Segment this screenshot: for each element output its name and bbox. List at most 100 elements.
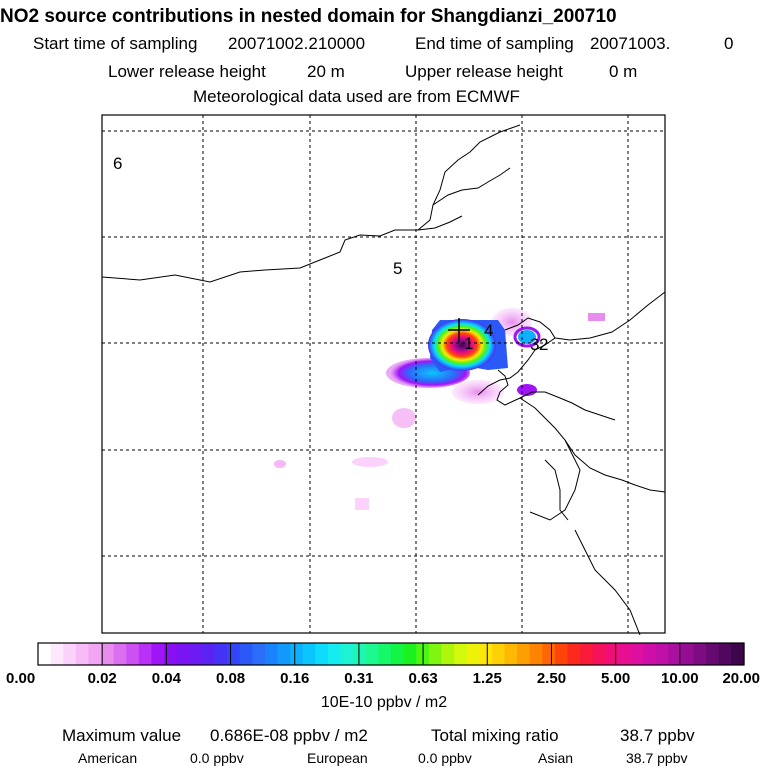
plot-frame [101,114,666,634]
upper-height-label: Upper release height [405,62,563,81]
colorbar-cell [151,643,165,665]
european-label: European [307,750,368,766]
colorbar-cell [365,643,379,665]
colorbar-unit-label: 10E-10 ppbv / m2 [321,694,447,711]
colorbar-cell [479,643,493,665]
european-value: 0.0 ppbv [418,750,472,766]
colorbar-cell [504,643,518,665]
end-time-suffix: 0 [724,34,734,53]
colorbar-cell [38,643,52,665]
colorbar-cell [252,643,266,665]
colorbar-cell [517,643,531,665]
end-time-label: End time of sampling [415,34,574,53]
colorbar-tick-label: 1.25 [473,670,502,687]
faint-patch-sw1 [274,460,286,468]
colorbar-cell [580,643,594,665]
region-label-1: 1 [464,334,473,353]
colorbar-cell [340,643,354,665]
colorbar-cell [353,643,367,665]
max-value: 0.686E-08 ppbv / m2 [210,726,368,745]
colorbar-tick-label: 2.50 [537,670,566,687]
colorbar-cell [542,643,556,665]
plume-south [452,380,504,404]
faint-patch-east [588,313,605,321]
colorbar-tick-label: 10.00 [661,670,699,687]
american-value: 0.0 ppbv [190,750,244,766]
colorbar-cell [290,643,304,665]
lat-lon-grid [102,115,665,633]
colorbar-cell [88,643,102,665]
faint-patch-sw2 [352,457,388,467]
region-label-3: 3 [530,335,539,354]
lower-height-label: Lower release height [108,62,266,81]
colorbar-cell [63,643,77,665]
colorbar-tick-label: 0.16 [280,670,309,687]
colorbar-cell [466,643,480,665]
station-marker [448,318,470,342]
colorbar-cell [378,643,392,665]
concentration-field [274,308,605,510]
colorbar-cell [239,643,253,665]
colorbar-cell [643,643,657,665]
colorbar-tick-label: 0.02 [88,670,117,687]
colorbar-cell [315,643,329,665]
colorbar-cell [428,643,443,665]
colorbar-cell [441,643,455,665]
colorbar-frame [37,642,745,666]
colorbar-tick-label: 0.08 [216,670,245,687]
colorbar-cell [189,643,203,665]
region-label-4: 4 [484,321,493,340]
colorbar-cell [630,643,644,665]
colorbar-cell [138,643,153,665]
total-mixing-label: Total mixing ratio [431,726,559,745]
region-label-5: 5 [393,259,402,278]
colorbar-cell [592,643,606,665]
colorbar-cell [731,643,745,665]
colorbar-cell [680,643,695,665]
colorbar-cell [693,643,707,665]
colorbar-tick-label: 5.00 [601,670,630,687]
faint-patch-south [392,408,416,428]
chart-title: NO2 source contributions in nested domai… [0,6,617,27]
colorbar-cell [391,643,405,665]
colorbar-cell [277,643,291,665]
colorbar-cell [529,643,543,665]
colorbar-cell [75,643,90,665]
asian-label: Asian [538,750,574,766]
colorbar-cell [227,643,241,665]
colorbar-tick-label: 0.00 [6,670,35,687]
colorbar-cell [201,643,216,665]
colorbar-cell [605,643,619,665]
faint-patch-sw3 [355,498,369,510]
start-time-label: Start time of sampling [33,34,198,53]
region-label-2: 2 [539,335,548,354]
max-value-label: Maximum value [62,726,182,745]
colorbar-tick-label: 20.00 [722,670,760,687]
end-time-value: 20071003. [590,34,671,53]
colorbar-dividers [101,643,681,665]
colorbar-cell [491,643,506,665]
colorbar-cell [264,643,279,665]
colorbar-tick-label: 0.31 [344,670,373,687]
colorbar-cell [126,643,140,665]
colorbar-cell [302,643,316,665]
colorbar-cell [214,643,228,665]
colorbar-cell [176,643,190,665]
colorbar-cell [50,643,64,665]
start-time-value: 20071002.210000 [228,34,366,53]
colorbar-cell [706,643,720,665]
colorbar-cell [327,643,342,665]
upper-height-value: 0 m [609,62,638,81]
plume-core [428,319,496,371]
colorbar-cell [554,643,569,665]
colorbar-cell [567,643,581,665]
colorbar-cell [617,643,632,665]
colorbar-cell [403,643,417,665]
colorbar-tick-labels: 0.00 0.02 0.04 0.08 0.16 0.31 0.63 1.25 2.50 5.00… [6,670,760,687]
colorbar-tick-label: 0.04 [152,670,182,687]
lower-height-value: 20 m [307,62,345,81]
total-mixing-value: 38.7 ppbv [620,726,695,745]
colorbar [38,643,745,665]
colorbar-cell [113,643,127,665]
